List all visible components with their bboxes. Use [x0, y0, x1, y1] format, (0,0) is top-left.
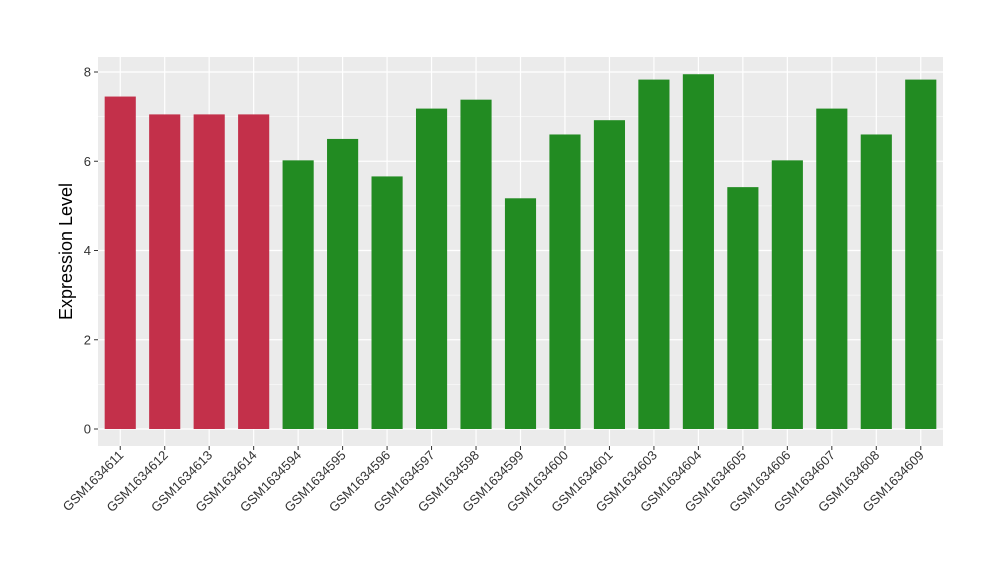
bar-GSM1634604	[682, 74, 714, 429]
bars	[104, 74, 937, 430]
y-tick-label: 8	[84, 65, 91, 80]
bar-GSM1634601	[593, 120, 626, 429]
bar-GSM1634594	[282, 160, 314, 430]
bar-GSM1634600	[549, 134, 581, 429]
y-tick-label: 0	[84, 422, 91, 437]
bar-GSM1634614	[238, 114, 270, 430]
bar-GSM1634597	[415, 108, 448, 429]
bar-GSM1634608	[860, 134, 892, 429]
y-axis: 0 2 4 6 8	[84, 65, 98, 437]
bar-GSM1634613	[193, 114, 225, 430]
bar-GSM1634595	[327, 138, 359, 429]
bar-GSM1634609	[905, 79, 937, 430]
bar-GSM1634599	[504, 198, 537, 429]
bar-GSM1634605	[727, 187, 759, 429]
y-tick-label: 4	[84, 243, 91, 258]
y-tick-label: 6	[84, 154, 91, 169]
bar-GSM1634598	[460, 99, 492, 429]
bar-GSM1634596	[371, 176, 403, 429]
bar-GSM1634603	[638, 79, 670, 430]
x-axis: GSM1634611GSM1634612GSM1634613GSM1634614…	[60, 446, 927, 515]
bar-GSM1634611	[104, 96, 136, 429]
bar-GSM1634607	[816, 108, 848, 429]
bar-GSM1634612	[149, 114, 181, 430]
y-tick-label: 2	[84, 332, 91, 347]
bar-GSM1634606	[771, 160, 803, 430]
y-axis-title: Expression Level	[56, 183, 76, 320]
